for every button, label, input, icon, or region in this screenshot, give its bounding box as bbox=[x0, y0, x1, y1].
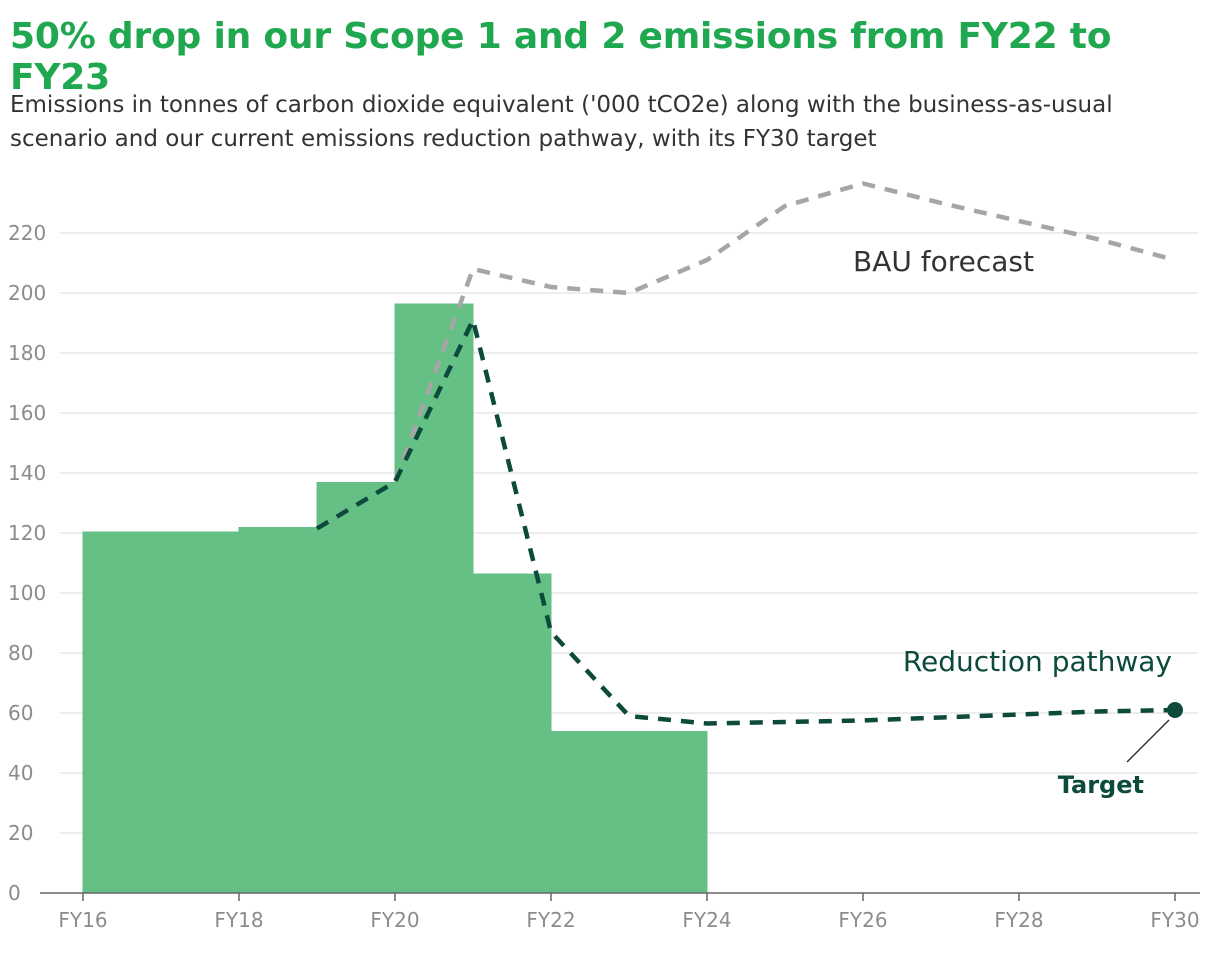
y-tick-label: 60 bbox=[8, 701, 33, 725]
emission-bars bbox=[82, 303, 708, 893]
bar-fy23 bbox=[628, 731, 708, 893]
target-leader-line bbox=[1126, 719, 1170, 763]
y-tick-label: 160 bbox=[8, 401, 46, 425]
bar-fy18 bbox=[238, 527, 318, 893]
y-tick-label: 200 bbox=[8, 281, 46, 305]
annotations: BAU forecast Reduction pathway Target bbox=[853, 245, 1183, 799]
y-tick-label: 180 bbox=[8, 341, 46, 365]
bar-fy17 bbox=[160, 531, 240, 893]
x-tick-label: FY22 bbox=[526, 908, 575, 932]
bar-fy21 bbox=[472, 573, 552, 893]
x-tick-label: FY16 bbox=[58, 908, 107, 932]
chart-subtitle: Emissions in tonnes of carbon dioxide eq… bbox=[10, 92, 1113, 152]
target-label: Target bbox=[1058, 771, 1144, 799]
x-tick-label: FY28 bbox=[994, 908, 1043, 932]
forecast-lines bbox=[315, 181, 1176, 726]
bau-forecast-label: BAU forecast bbox=[853, 245, 1034, 278]
target-point bbox=[1167, 702, 1183, 718]
y-tick-label: 120 bbox=[8, 521, 46, 545]
tick-labels: 0 20 40 60 80 100 120 140 160 180 200 220 FY16 FY18 FY… bbox=[8, 221, 1200, 932]
bar-fy22 bbox=[550, 731, 630, 893]
reduction-pathway-line bbox=[315, 317, 1176, 726]
y-tick-label: 80 bbox=[8, 641, 33, 665]
bar-fy20 bbox=[394, 303, 474, 893]
y-tick-label: 40 bbox=[8, 761, 33, 785]
x-tick-label: FY20 bbox=[370, 908, 419, 932]
x-tick-label: FY18 bbox=[214, 908, 263, 932]
bar-fy16 bbox=[82, 531, 162, 893]
y-tick-label: 100 bbox=[8, 581, 46, 605]
reduction-pathway-label: Reduction pathway bbox=[903, 645, 1172, 678]
y-tick-label: 0 bbox=[8, 881, 21, 905]
y-tick-label: 220 bbox=[8, 221, 46, 245]
chart-title: 50% drop in our Scope 1 and 2 emissions … bbox=[10, 16, 1112, 98]
x-tick-label: FY24 bbox=[682, 908, 731, 932]
bau-forecast-line bbox=[315, 181, 1176, 531]
y-tick-label: 20 bbox=[8, 821, 33, 845]
bar-fy19 bbox=[316, 482, 396, 893]
x-axis bbox=[40, 892, 1200, 901]
x-tick-label: FY30 bbox=[1150, 908, 1199, 932]
x-tick-label: FY26 bbox=[838, 908, 887, 932]
y-tick-label: 140 bbox=[8, 461, 46, 485]
